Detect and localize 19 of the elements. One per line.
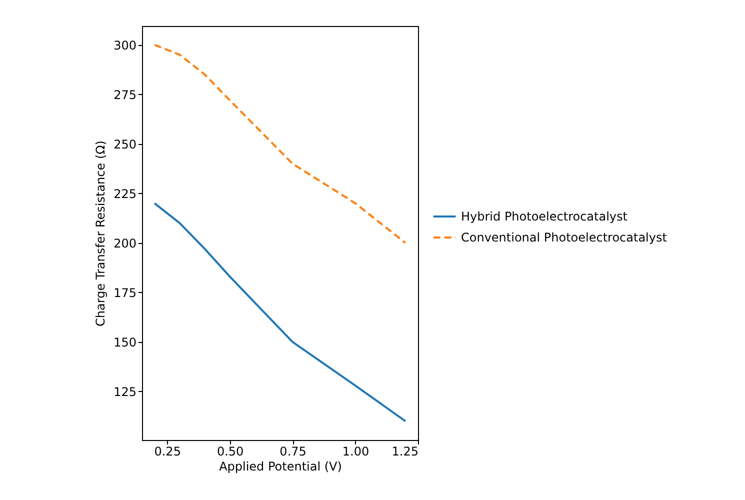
x-tick-label: 0.50 [216,444,244,458]
y-axis-title: Charge Transfer Resistance (Ω) [94,140,108,326]
y-tick-label: 275 [114,88,136,102]
line-series [154,44,406,244]
x-tick-label: 1.00 [342,444,370,458]
legend-label: Hybrid Photoelectrocatalyst [461,210,628,224]
y-tick-label: 300 [114,38,136,52]
x-tick-label: 1.25 [392,444,418,458]
legend-label: Conventional Photoelectrocatalyst [461,230,668,244]
y-tick-label: 175 [114,286,136,300]
x-tick-label: 0.25 [154,444,181,458]
y-tick-label: 150 [114,335,136,350]
y-tick-label: 200 [114,236,136,250]
line-series [154,202,406,422]
y-tick-label: 250 [114,137,136,152]
x-axis-title: Applied Potential (V) [219,460,342,474]
y-tick-label: 225 [114,186,136,201]
y-tick-label: 125 [114,384,136,399]
x-tick-label: 0.75 [280,444,306,458]
